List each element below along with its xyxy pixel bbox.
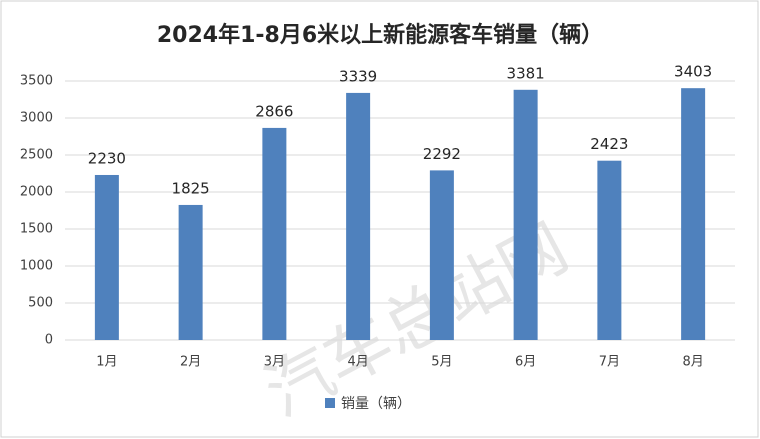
y-tick-label: 3500 — [20, 74, 53, 89]
chart-title: 2024年1-8月6米以上新能源客车销量（辆） — [157, 22, 603, 48]
data-label: 2292 — [423, 145, 461, 163]
x-tick-label: 3月 — [264, 355, 285, 370]
bar — [262, 127, 287, 340]
data-label: 2230 — [88, 149, 126, 167]
data-label: 2866 — [255, 102, 293, 120]
data-label: 2423 — [590, 135, 628, 153]
bar — [429, 170, 454, 340]
bar — [178, 204, 203, 340]
x-tick-label: 5月 — [431, 355, 452, 370]
y-tick-label: 1000 — [20, 259, 53, 274]
data-label: 3381 — [507, 64, 545, 82]
y-tick-label: 3000 — [20, 111, 53, 126]
x-tick-label: 2月 — [180, 355, 201, 370]
data-label: 3403 — [674, 63, 712, 81]
y-tick-label: 2500 — [20, 148, 53, 163]
x-tick-label: 4月 — [347, 355, 368, 370]
legend-swatch — [325, 398, 335, 408]
x-tick-label: 7月 — [599, 355, 620, 370]
y-tick-label: 1500 — [20, 222, 53, 237]
y-tick-label: 0 — [45, 333, 53, 348]
legend-label: 销量（辆） — [341, 396, 411, 412]
bar — [94, 174, 119, 340]
x-tick-label: 6月 — [515, 355, 536, 370]
bar — [597, 160, 622, 340]
bar — [681, 88, 706, 340]
bar — [513, 89, 538, 340]
y-tick-label: 500 — [28, 296, 53, 311]
y-tick-label: 2000 — [20, 185, 53, 200]
x-tick-label: 1月 — [96, 355, 117, 370]
data-label: 3339 — [339, 67, 377, 85]
x-tick-label: 8月 — [682, 355, 703, 370]
data-label: 1825 — [172, 179, 210, 197]
bar — [346, 92, 371, 340]
